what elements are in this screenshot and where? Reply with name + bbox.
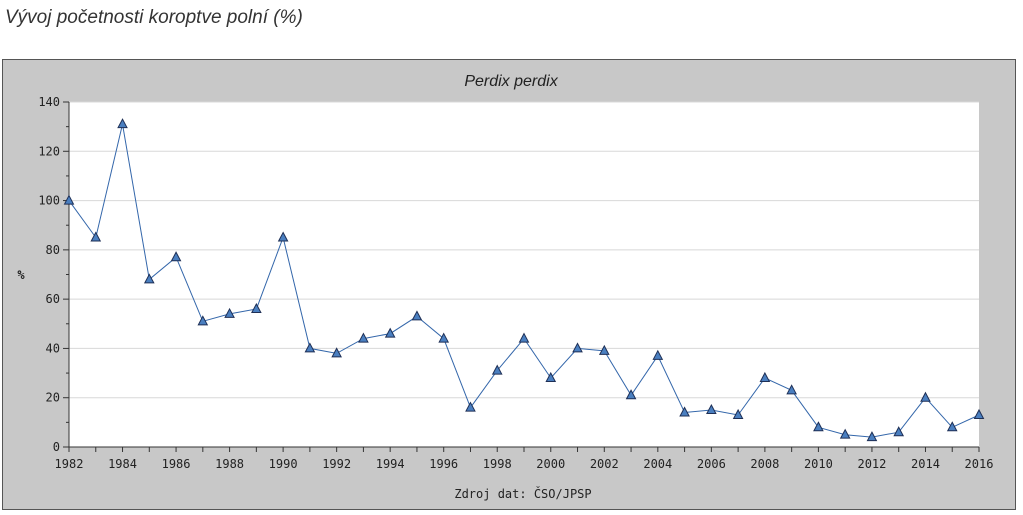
data-point xyxy=(277,231,289,242)
data-point xyxy=(358,332,369,343)
data-point xyxy=(652,349,664,360)
data-point xyxy=(572,342,583,353)
data-point xyxy=(946,421,958,432)
data-point xyxy=(625,389,637,400)
chart-title: Perdix perdix xyxy=(464,73,558,90)
x-tick-label: 1992 xyxy=(322,457,351,471)
x-tick-label: 2014 xyxy=(911,457,940,471)
x-axis: 1982 1984 1986 1988 1990 1992 1994 1996 1998 2000… xyxy=(55,446,994,471)
data-point xyxy=(545,371,557,382)
y-tick-label: 100 xyxy=(38,194,60,208)
y-tick-label: 60 xyxy=(46,292,60,306)
data-point xyxy=(839,428,851,439)
data-point xyxy=(465,401,476,412)
y-tick-label: 40 xyxy=(46,341,60,355)
x-tick-label: 1984 xyxy=(108,457,137,471)
x-tick-label: 2016 xyxy=(965,457,994,471)
y-tick-label: 20 xyxy=(46,391,60,405)
y-tick-label: 80 xyxy=(46,243,60,257)
x-axis-label: Zdroj dat: ČSO/JPSP xyxy=(454,486,591,501)
data-point xyxy=(143,273,155,284)
grid-lines xyxy=(69,101,979,399)
data-point xyxy=(117,118,128,129)
y-tick-label: 0 xyxy=(53,440,60,454)
y-tick-label: 120 xyxy=(38,144,60,158)
x-tick-label: 2000 xyxy=(536,457,565,471)
x-tick-label: 1982 xyxy=(55,457,84,471)
data-point xyxy=(598,344,610,355)
data-point xyxy=(251,302,262,313)
x-tick-label: 2004 xyxy=(643,457,672,471)
x-tick-label: 2006 xyxy=(697,457,726,471)
x-tick-label: 1998 xyxy=(483,457,512,471)
data-point xyxy=(411,310,423,321)
data-point xyxy=(90,231,102,242)
y-tick-label: 140 xyxy=(38,95,60,109)
data-point xyxy=(63,194,75,205)
x-tick-label: 1994 xyxy=(376,457,405,471)
data-point xyxy=(866,431,878,442)
x-tick-label: 1990 xyxy=(269,457,298,471)
data-point xyxy=(491,364,503,375)
data-point xyxy=(786,384,797,395)
data-point xyxy=(518,332,530,343)
data-point xyxy=(438,332,450,343)
data-point xyxy=(304,342,316,353)
data-point xyxy=(224,307,235,318)
x-tick-label: 1986 xyxy=(162,457,191,471)
x-tick-label: 2012 xyxy=(857,457,886,471)
x-tick-label: 1988 xyxy=(215,457,244,471)
x-tick-label: 2002 xyxy=(590,457,619,471)
x-tick-label: 1996 xyxy=(429,457,458,471)
data-point xyxy=(197,315,209,326)
data-point xyxy=(170,251,182,262)
data-series xyxy=(63,118,985,442)
data-point xyxy=(384,327,396,338)
y-axis-label: % xyxy=(17,268,25,282)
x-tick-label: 2010 xyxy=(804,457,833,471)
chart-frame: Perdix perdix 0 20 40 60 80 100 120 140 1982 198… xyxy=(2,59,1016,510)
data-point xyxy=(973,408,985,419)
data-point xyxy=(732,408,744,419)
data-point xyxy=(331,347,342,358)
page-title: Vývoj početnosti koroptve polní (%) xyxy=(5,7,303,28)
data-point xyxy=(813,421,824,432)
data-point xyxy=(920,391,931,402)
y-axis: 0 20 40 60 80 100 120 140 xyxy=(38,95,70,454)
data-point xyxy=(893,426,905,437)
data-point xyxy=(706,403,717,415)
plot-area xyxy=(69,102,979,447)
x-tick-label: 2008 xyxy=(750,457,779,471)
data-point xyxy=(679,406,690,417)
data-point xyxy=(759,371,771,382)
